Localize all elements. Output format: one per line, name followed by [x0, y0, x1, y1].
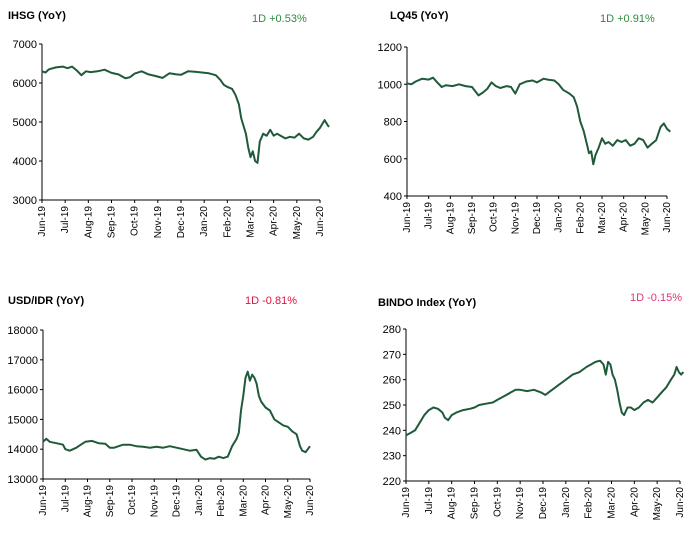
y-tick-label: 270 — [383, 349, 401, 361]
x-tick-label: Jul-19 — [424, 487, 435, 515]
usdidr-chart: USD/IDR (YoY) 1D -0.81% 18000 17000 16000 1… — [0, 280, 340, 541]
y-tick-label: 230 — [383, 451, 401, 463]
series-line — [42, 370, 311, 461]
x-tick-label: Feb-20 — [575, 202, 586, 234]
daily-change: 1D +0.53% — [252, 13, 307, 25]
x-tick-label: Nov-19 — [153, 206, 164, 239]
chart-title: USD/IDR (YoY) — [8, 295, 85, 307]
y-tick-label: 1200 — [378, 42, 402, 54]
x-tick-label: Jan-20 — [194, 485, 205, 516]
y-tick-label: 280 — [383, 324, 401, 336]
x-tick-label: Nov-19 — [149, 485, 160, 518]
x-tick-label: Sep-19 — [107, 206, 118, 239]
x-tick-label: Oct-19 — [130, 206, 141, 236]
x-tick-label: Oct-19 — [492, 487, 503, 517]
y-tick-label: 17000 — [7, 355, 38, 367]
y-tick-label: 18000 — [7, 325, 38, 337]
y-tick-label: 1000 — [378, 79, 402, 91]
x-tick-label: Jun-20 — [305, 485, 316, 516]
y-tick-label: 220 — [383, 476, 401, 488]
x-tick-label: Dec-19 — [538, 487, 549, 520]
x-tick-label: Mar-20 — [607, 487, 618, 519]
daily-change: 1D -0.81% — [245, 295, 297, 307]
x-tick-label: Dec-19 — [532, 202, 543, 235]
series-line — [406, 76, 671, 166]
y-tick-label: 400 — [384, 191, 402, 203]
x-tick-label: Sep-19 — [470, 487, 481, 520]
y-tick-label: 16000 — [7, 385, 38, 397]
x-tick-label: Jun-20 — [662, 202, 673, 233]
x-tick-label: Feb-20 — [584, 487, 595, 519]
x-tick-label: Aug-19 — [447, 487, 458, 520]
chart-title: LQ45 (YoY) — [390, 10, 449, 22]
x-tick-label: Dec-19 — [176, 206, 187, 239]
daily-change: 1D -0.15% — [630, 292, 682, 304]
x-tick-label: Feb-20 — [222, 206, 233, 238]
x-tick-label: Jul-19 — [60, 485, 71, 513]
y-tick-label: 5000 — [13, 117, 37, 129]
x-tick-label: Mar-20 — [238, 485, 249, 517]
daily-change: 1D +0.91% — [600, 13, 655, 25]
y-tick-label: 6000 — [13, 78, 37, 90]
x-tick-label: Aug-19 — [83, 206, 94, 239]
x-tick-label: Apr-20 — [269, 206, 280, 236]
x-tick-label: Sep-19 — [105, 485, 116, 518]
x-tick-label: Jan-20 — [199, 206, 210, 237]
x-tick-label: Jun-19 — [401, 487, 412, 518]
ihsg-chart: IHSG (YoY) 1D +0.53% 7000 6000 5000 4000 300… — [0, 0, 340, 270]
y-tick-label: 600 — [384, 154, 402, 166]
lq45-chart: LQ45 (YoY) 1D +0.91% 1200 1000 800 600 400 Ju… — [345, 0, 689, 270]
x-tick-label: May-20 — [292, 206, 303, 240]
x-tick-label: May-20 — [640, 202, 651, 236]
x-tick-label: May-20 — [283, 485, 294, 519]
x-tick-label: Jan-20 — [561, 487, 572, 518]
x-tick-label: Nov-19 — [510, 202, 521, 235]
y-tick-label: 15000 — [7, 414, 38, 426]
y-tick-label: 260 — [383, 375, 401, 387]
y-tick-label: 14000 — [7, 444, 38, 456]
x-tick-label: Aug-19 — [445, 202, 456, 235]
y-tick-label: 250 — [383, 400, 401, 412]
x-tick-label: Jun-19 — [37, 206, 48, 237]
x-tick-label: Jul-19 — [424, 202, 435, 230]
x-tick-label: Jul-19 — [60, 206, 71, 234]
x-tick-label: Jun-19 — [38, 485, 49, 516]
x-tick-label: Oct-19 — [127, 485, 138, 515]
y-tick-label: 240 — [383, 425, 401, 437]
x-tick-label: Apr-20 — [261, 485, 272, 515]
y-tick-label: 13000 — [7, 474, 38, 486]
y-tick-label: 7000 — [13, 39, 37, 51]
series-line — [405, 359, 685, 437]
x-tick-label: Mar-20 — [597, 202, 608, 234]
chart-title: IHSG (YoY) — [8, 10, 66, 22]
x-tick-label: Jun-20 — [315, 206, 326, 237]
x-tick-label: Jun-19 — [402, 202, 413, 233]
y-tick-label: 3000 — [13, 195, 37, 207]
x-tick-label: May-20 — [652, 487, 663, 521]
x-tick-label: Dec-19 — [172, 485, 183, 518]
series-line — [41, 65, 330, 164]
x-tick-label: Feb-20 — [216, 485, 227, 517]
x-tick-label: Aug-19 — [83, 485, 94, 518]
x-tick-label: Oct-19 — [489, 202, 500, 232]
y-tick-label: 800 — [384, 117, 402, 129]
x-tick-label: Nov-19 — [515, 487, 526, 520]
bindo-chart: BINDO Index (YoY) 1D -0.15% 280 270 260 250… — [345, 280, 689, 541]
y-tick-label: 4000 — [13, 156, 37, 168]
x-tick-label: Apr-20 — [619, 202, 630, 232]
x-tick-label: Jun-20 — [675, 487, 686, 518]
x-tick-label: Apr-20 — [629, 487, 640, 517]
x-tick-label: Sep-19 — [467, 202, 478, 235]
chart-title: BINDO Index (YoY) — [378, 297, 477, 309]
x-tick-label: Jan-20 — [554, 202, 565, 233]
x-tick-label: Mar-20 — [246, 206, 257, 238]
